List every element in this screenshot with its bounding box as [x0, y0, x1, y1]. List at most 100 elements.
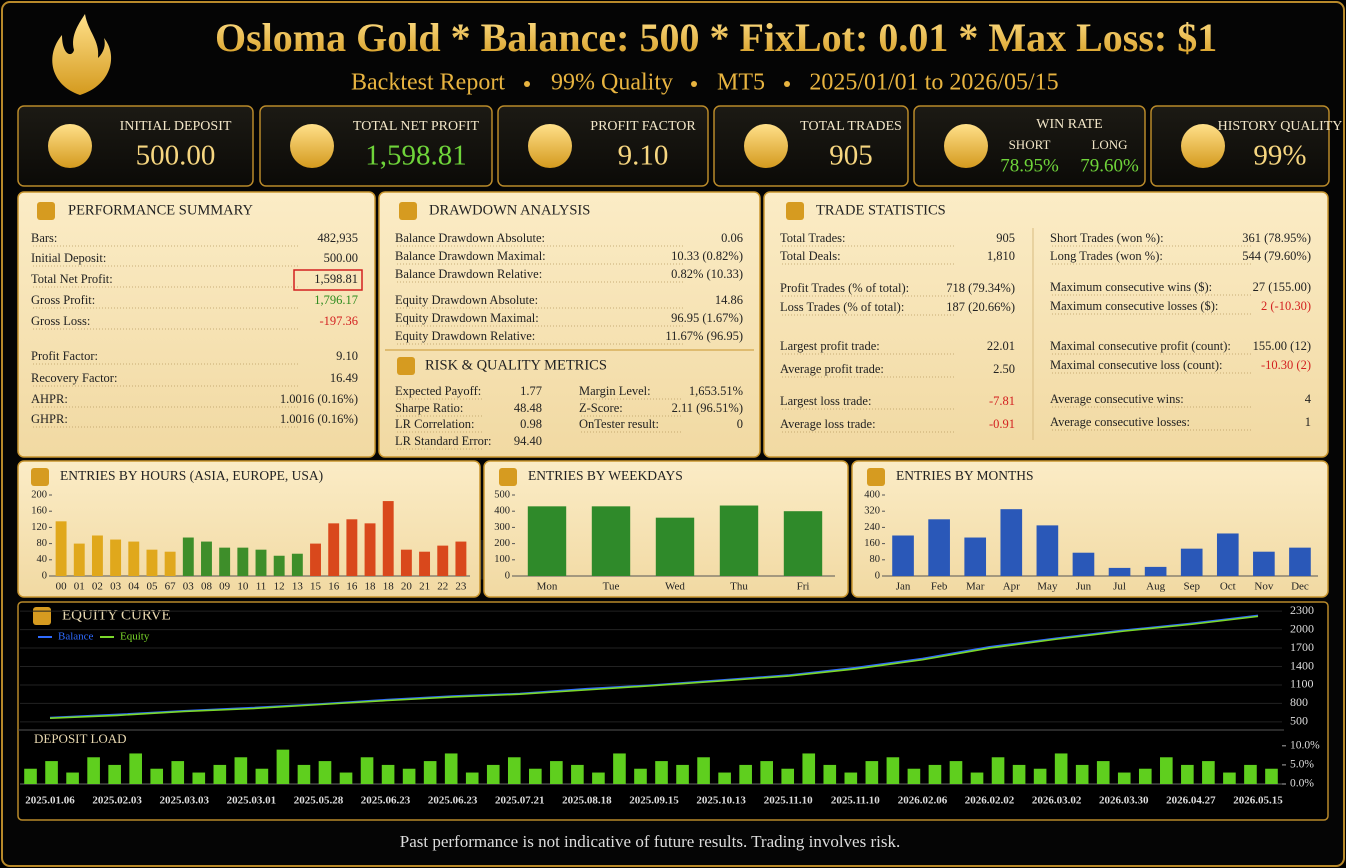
bar: [1054, 753, 1068, 784]
row-value: 500.00: [324, 251, 358, 265]
x-tick-label: Nov: [1254, 581, 1273, 593]
row-value: 14.86: [715, 293, 743, 307]
bar: [237, 547, 249, 576]
bar: [382, 501, 394, 576]
panel: [763, 191, 1329, 458]
row-value: 544 (79.60%): [1242, 249, 1311, 263]
bar: [402, 768, 416, 784]
row-label: Total Trades:: [780, 231, 845, 245]
row-value: 11.67% (96.95): [665, 329, 743, 343]
row-label: Margin Level:: [579, 384, 651, 398]
x-tick-label: 02: [92, 581, 103, 593]
row-label: Initial Deposit:: [31, 251, 106, 265]
row-label: Largest profit trade:: [780, 339, 880, 353]
x-tick-label: 2025.10.13: [696, 795, 746, 807]
bar: [1223, 772, 1236, 784]
x-tick-label: 18: [365, 581, 377, 593]
panel-icon: [786, 202, 804, 220]
x-tick-label: 23: [455, 581, 467, 593]
row-label: Equity Drawdown Maximal:: [395, 311, 539, 325]
card-icon: [1181, 124, 1225, 168]
x-tick-label: 08: [201, 581, 213, 593]
bar: [1138, 768, 1152, 784]
bar: [465, 772, 479, 784]
row-label: Equity Drawdown Absolute:: [395, 293, 538, 307]
bar: [1202, 761, 1215, 784]
x-tick-label: 18: [383, 581, 395, 593]
row-value: 96.95 (1.67%): [671, 311, 743, 325]
row-value: 48.48: [514, 401, 542, 415]
row-label: Gross Loss:: [31, 314, 90, 328]
x-tick-label: Aug: [1146, 581, 1165, 593]
panel-title: TRADE STATISTICS: [816, 202, 946, 218]
bar: [1244, 764, 1257, 784]
card-label: INITIAL DEPOSIT: [120, 119, 232, 134]
bar: [146, 549, 158, 576]
card-label: PROFIT FACTOR: [590, 119, 696, 134]
x-tick-label: 01: [74, 581, 85, 593]
x-tick-label: 2025.03.01: [227, 795, 277, 807]
x-tick-label: 15: [310, 581, 322, 593]
card-value: 9.10: [618, 140, 669, 172]
bar: [991, 757, 1005, 784]
row-label: Average profit trade:: [780, 362, 884, 376]
highlight-box: [293, 269, 363, 291]
x-tick-label: 2026.03.30: [1099, 795, 1149, 807]
y-tick-label: 400: [494, 506, 510, 517]
bar: [1096, 761, 1110, 784]
bar: [697, 757, 710, 784]
bar: [364, 523, 376, 576]
bar: [129, 753, 142, 784]
panel-icon: [33, 607, 51, 625]
x-tick-label: 2025.11.10: [831, 795, 880, 807]
y-tick-label: 5.0%: [1290, 759, 1314, 771]
panel-title: PERFORMANCE SUMMARY: [68, 202, 253, 218]
bar: [507, 757, 521, 784]
panel: [378, 191, 761, 458]
panel-icon: [31, 468, 49, 486]
row-label: Total Net Profit:: [31, 272, 113, 286]
x-tick-label: 2025.03.03: [159, 795, 209, 807]
bar: [1181, 764, 1194, 784]
bar: [24, 768, 37, 784]
row-label: Average consecutive losses:: [1050, 415, 1190, 429]
bar: [182, 537, 194, 576]
card: [713, 105, 909, 187]
row-value: 1,810: [987, 249, 1015, 263]
card-label: TOTAL NET PROFIT: [353, 119, 480, 134]
row-value: 1.0016 (0.16%): [280, 412, 358, 426]
bar: [276, 749, 290, 784]
x-tick-label: 10: [237, 581, 249, 593]
bar: [346, 519, 358, 576]
x-tick-label: Thu: [730, 581, 748, 593]
flame-logo: [52, 14, 112, 95]
x-tick-label: Jun: [1076, 581, 1092, 593]
card-sub-label: LONG: [1091, 137, 1127, 152]
bar: [110, 539, 122, 576]
row-value: 0.06: [721, 231, 743, 245]
x-tick-label: Fri: [797, 581, 810, 593]
row-label: Profit Factor:: [31, 349, 98, 363]
y-tick-label: 320: [864, 506, 880, 517]
subtitle-item: 99% Quality: [551, 70, 673, 96]
chart-title: DEPOSIT LOAD: [34, 731, 127, 746]
row-label: Balance Drawdown Absolute:: [395, 231, 545, 245]
bar: [339, 772, 353, 784]
bar: [164, 551, 176, 576]
bar: [1036, 525, 1059, 576]
bar: [291, 553, 303, 576]
card-value: 1,598.81: [365, 140, 467, 172]
card-value: 905: [829, 140, 873, 172]
bar: [423, 761, 437, 784]
bar: [328, 523, 340, 576]
row-value: 0.98: [520, 417, 542, 431]
x-tick-label: Jul: [1113, 581, 1126, 593]
y-tick-label: 160: [864, 538, 880, 549]
row-label: Maximum consecutive wins ($):: [1050, 280, 1212, 294]
bar: [234, 757, 248, 784]
bar: [419, 551, 431, 576]
bar: [1012, 764, 1026, 784]
x-tick-label: 13: [292, 581, 304, 593]
x-tick-label: 00: [56, 581, 68, 593]
